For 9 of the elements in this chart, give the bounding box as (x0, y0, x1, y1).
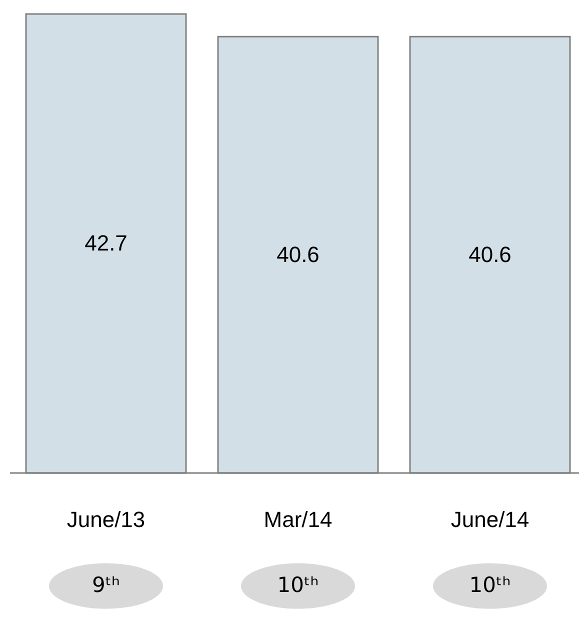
data-label: 42.7 (84, 230, 128, 256)
x-tick-label: June/14 (450, 507, 530, 532)
text: 10ᵗʰ (469, 573, 511, 597)
x-tick-label: June/13 (66, 507, 146, 532)
data-label: 40.6 (276, 242, 320, 267)
text: 10ᵗʰ (277, 573, 319, 597)
data-label: 40.6 (468, 242, 512, 267)
x-tick-label: Mar/14 (264, 507, 332, 532)
text: 9ᵗʰ (92, 573, 120, 597)
